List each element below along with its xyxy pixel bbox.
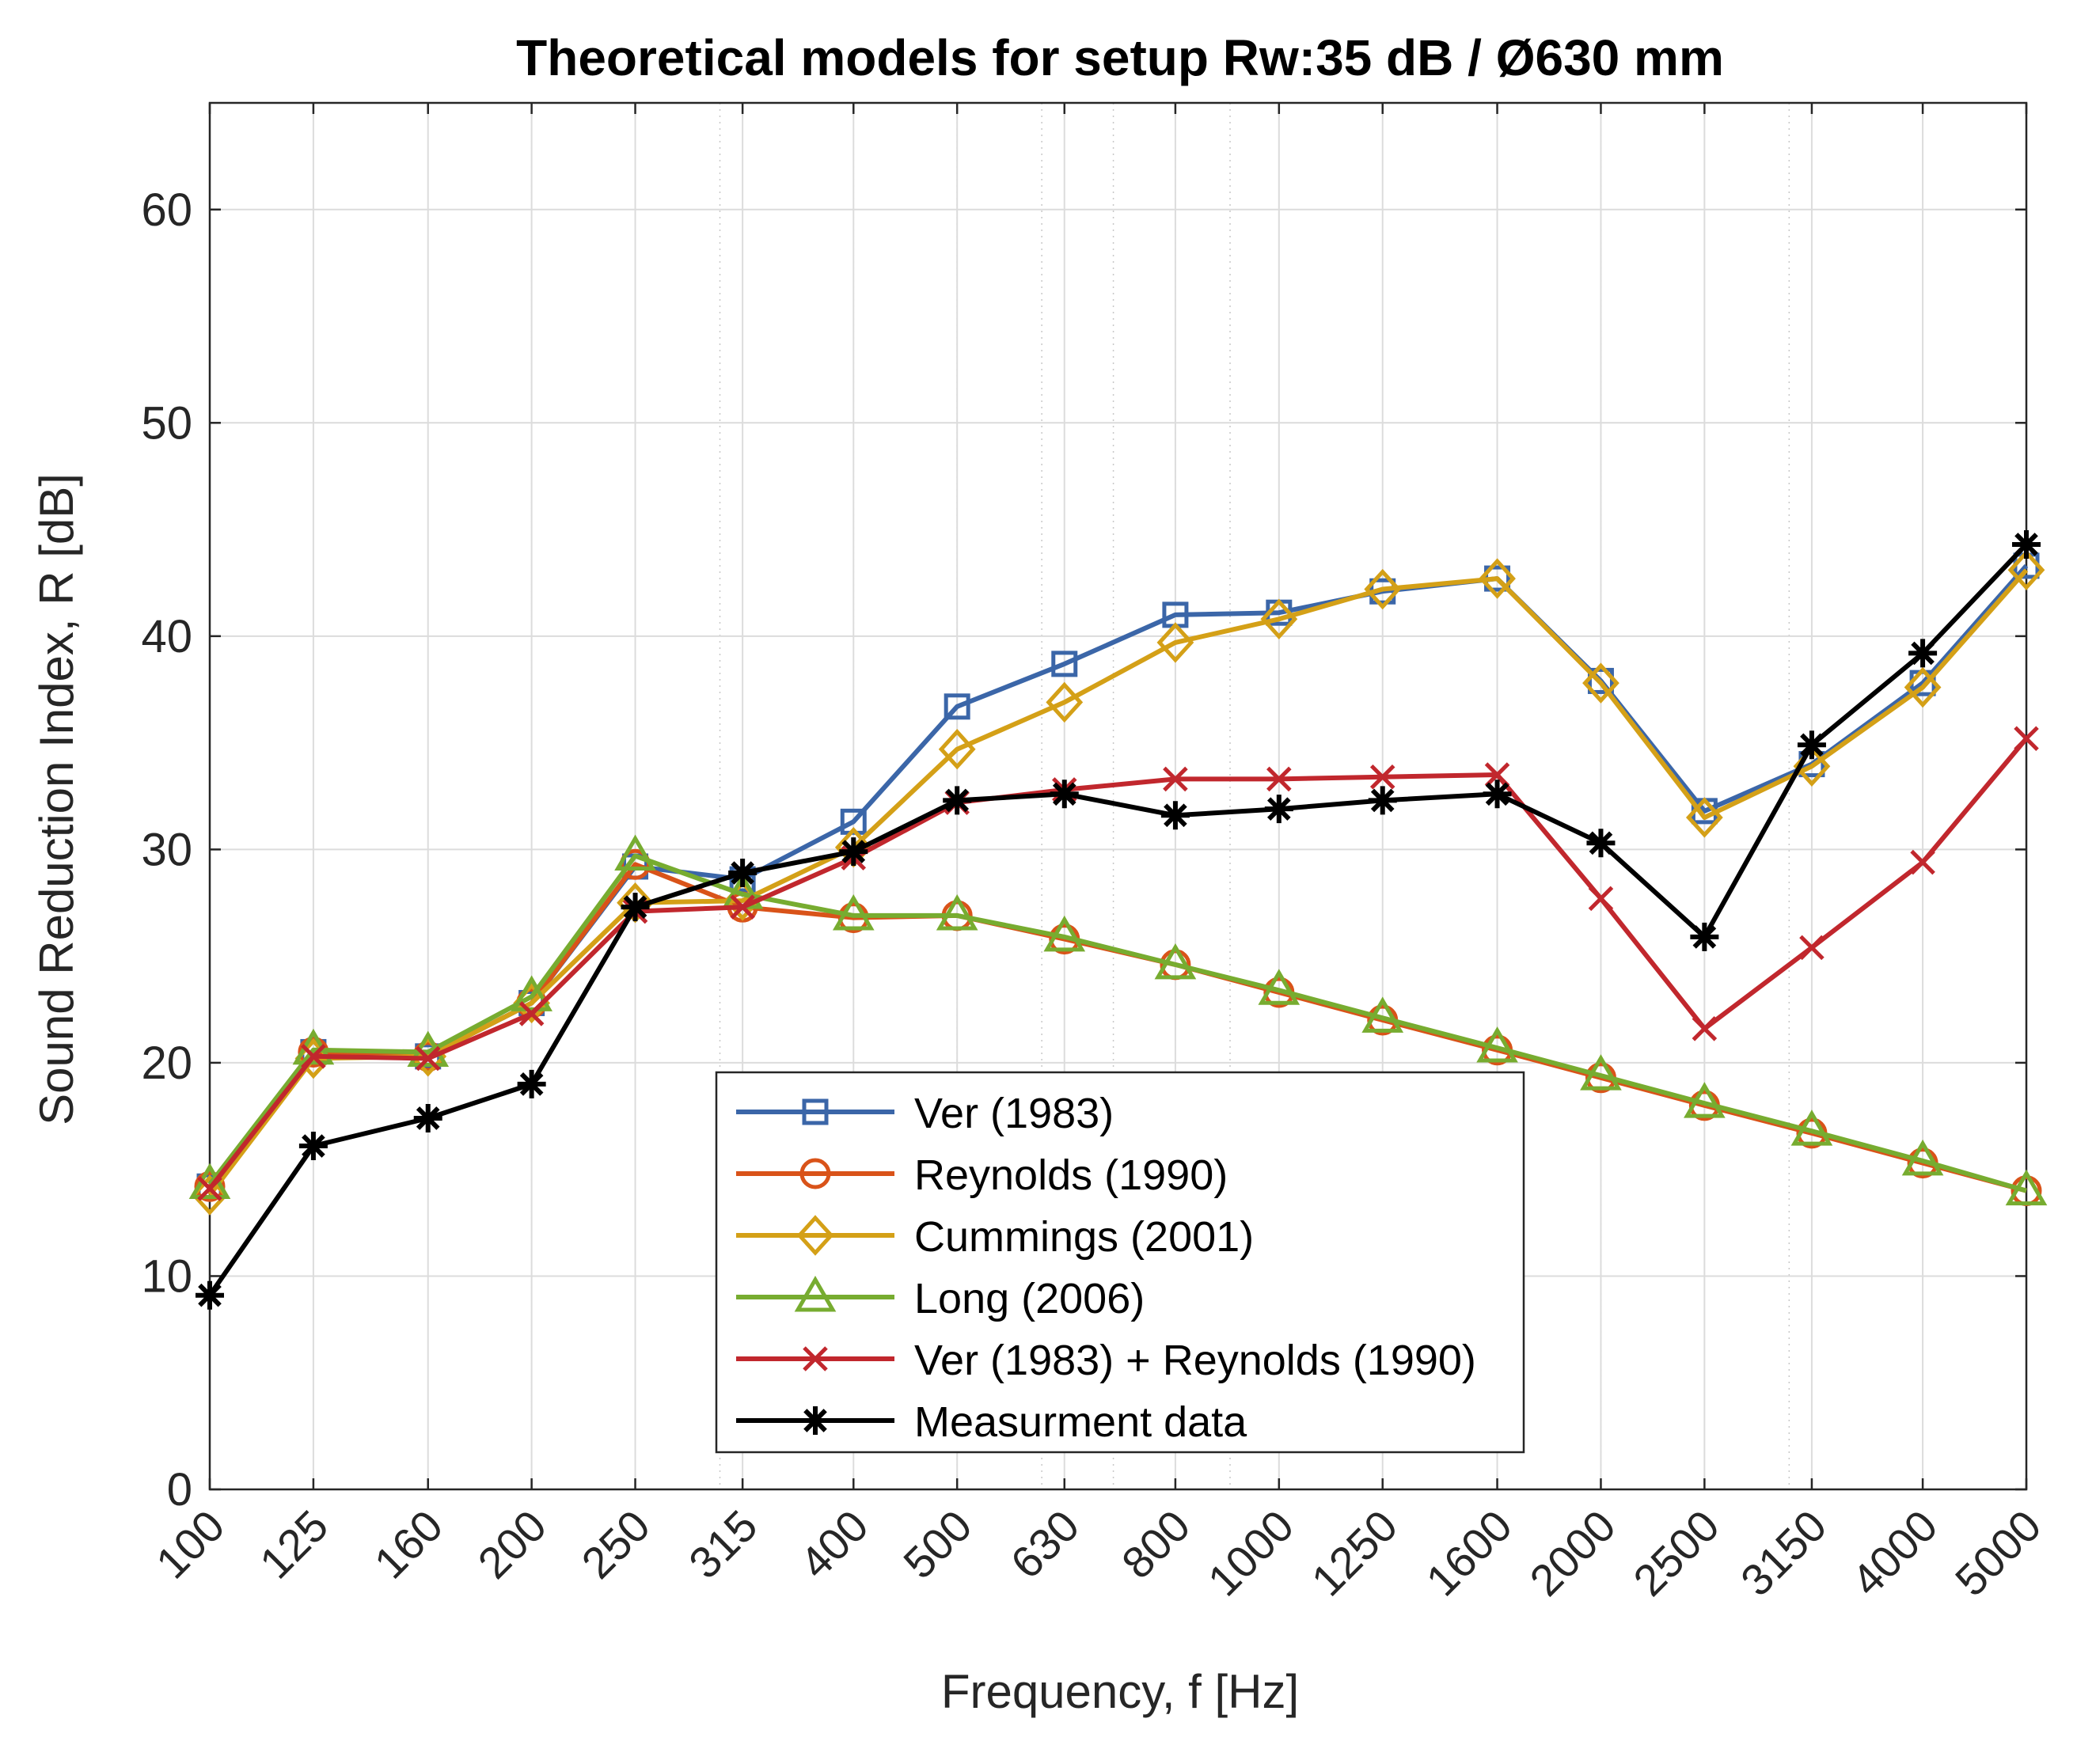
data-point-cummings-2001 xyxy=(1156,622,1194,663)
data-point-measurment-data xyxy=(413,1104,442,1132)
data-point-ver-1983 xyxy=(1051,651,1078,677)
series-measurment-data xyxy=(196,529,2041,1310)
data-point-ver-1983-reynolds-1990 xyxy=(1910,849,1935,875)
data-point-measurment-data xyxy=(728,859,758,888)
series-line-measurment-data xyxy=(207,542,2029,1297)
data-point-long-2006 xyxy=(1901,1139,1944,1176)
data-point-cummings-2001 xyxy=(1685,797,1723,838)
data-point-measurment-data xyxy=(1483,780,1512,809)
data-point-cummings-2001 xyxy=(938,728,976,770)
data-point-cummings-2001 xyxy=(191,1174,229,1216)
legend-marker xyxy=(796,1215,834,1256)
data-point-long-2006 xyxy=(1154,943,1197,980)
legend-entry-measurment-data: Measurment data xyxy=(736,1398,1247,1446)
y-tick-label: 40 xyxy=(141,611,192,662)
data-point-cummings-2001 xyxy=(1260,598,1298,639)
data-point-measurment-data xyxy=(2012,529,2041,559)
data-point-ver-1983-reynolds-1990 xyxy=(1369,764,1395,790)
data-point-long-2006 xyxy=(1790,1110,1833,1146)
y-tick-label: 20 xyxy=(141,1038,192,1089)
data-point-measurment-data xyxy=(621,893,650,922)
y-tick-label: 50 xyxy=(141,397,192,449)
legend-label: Reynolds (1990) xyxy=(914,1151,1228,1199)
data-point-measurment-data xyxy=(517,1069,546,1098)
data-point-long-2006 xyxy=(511,975,552,1011)
data-point-ver-1983-reynolds-1990 xyxy=(2014,726,2039,751)
data-point-long-2006 xyxy=(832,893,875,931)
x-axis-label: Frequency, f [Hz] xyxy=(941,1665,1299,1718)
data-point-measurment-data xyxy=(1368,786,1397,815)
data-point-measurment-data xyxy=(1050,780,1079,809)
data-point-measurment-data xyxy=(196,1280,224,1310)
data-point-measurment-data xyxy=(298,1132,328,1161)
data-point-measurment-data xyxy=(839,837,868,867)
legend-marker xyxy=(794,1276,837,1312)
data-point-measurment-data xyxy=(1264,795,1293,824)
data-point-cummings-2001 xyxy=(1046,681,1084,723)
data-point-long-2006 xyxy=(1580,1054,1622,1091)
data-point-ver-1983-reynolds-1990 xyxy=(1163,766,1188,792)
chart-title: Theoretical models for setup Rw:35 dB / … xyxy=(516,29,1724,86)
data-point-cummings-2001 xyxy=(1582,662,1619,704)
data-point-long-2006 xyxy=(1043,915,1086,952)
data-point-long-2006 xyxy=(1258,969,1301,1005)
data-point-ver-1983-reynolds-1990 xyxy=(730,894,755,920)
data-point-long-2006 xyxy=(1476,1026,1518,1063)
legend-box xyxy=(715,1071,1525,1454)
data-point-long-2006 xyxy=(2005,1169,2048,1206)
data-point-ver-1983-reynolds-1990 xyxy=(1588,886,1614,912)
data-point-ver-1983 xyxy=(1587,667,1614,694)
data-point-cummings-2001 xyxy=(1364,568,1402,610)
legend-label: Measurment data xyxy=(914,1398,1247,1446)
data-point-measurment-data xyxy=(1797,730,1826,760)
legend-marker xyxy=(803,1346,828,1371)
legend-entry-reynolds-1990: Reynolds (1990) xyxy=(736,1151,1228,1199)
data-point-ver-1983-reynolds-1990 xyxy=(1484,762,1510,787)
data-point-cummings-2001 xyxy=(2007,549,2045,591)
data-point-ver-1983-reynolds-1990 xyxy=(1799,935,1825,961)
legend-label: Cummings (2001) xyxy=(914,1213,1254,1261)
data-point-ver-1983-reynolds-1990 xyxy=(415,1045,441,1072)
data-point-ver-1983-reynolds-1990 xyxy=(197,1176,222,1201)
y-tick-label: 10 xyxy=(141,1250,192,1302)
data-point-long-2006 xyxy=(614,834,656,871)
legend-entry-ver-1983-reynolds-1990: Ver (1983) + Reynolds (1990) xyxy=(736,1337,1476,1384)
series-line-cummings-2001 xyxy=(207,568,2029,1197)
data-point-measurment-data xyxy=(943,786,972,815)
series-line-ver-1983-reynolds-1990 xyxy=(207,737,2029,1190)
data-point-ver-1983-reynolds-1990 xyxy=(518,1001,545,1026)
legend-label: Long (2006) xyxy=(914,1275,1145,1322)
y-tick-label: 60 xyxy=(141,184,192,236)
legend-label: Ver (1983) xyxy=(914,1090,1114,1137)
data-point-ver-1983-reynolds-1990 xyxy=(1266,766,1292,792)
legend: Ver (1983) Reynolds (1990) Cummings (2001)… xyxy=(715,1071,1525,1454)
y-tick-label: 0 xyxy=(167,1464,192,1516)
y-tick-label: 30 xyxy=(141,824,192,875)
data-point-measurment-data xyxy=(1160,801,1190,830)
legend-entry-cummings-2001: Cummings (2001) xyxy=(736,1213,1254,1261)
legend-entry-ver-1983: Ver (1983) xyxy=(736,1090,1114,1137)
data-point-long-2006 xyxy=(1361,996,1404,1033)
series-group xyxy=(188,529,2048,1310)
legend-marker xyxy=(802,1098,829,1125)
data-point-cummings-2001 xyxy=(1904,666,1942,708)
data-point-measurment-data xyxy=(1586,829,1616,858)
data-point-measurment-data xyxy=(1908,639,1938,668)
data-point-measurment-data xyxy=(1690,922,1719,951)
data-point-long-2006 xyxy=(1684,1082,1726,1118)
data-point-ver-1983-reynolds-1990 xyxy=(301,1044,326,1069)
legend-entry-long-2006: Long (2006) xyxy=(736,1275,1145,1322)
data-point-ver-1983 xyxy=(944,693,970,720)
data-point-long-2006 xyxy=(936,893,978,931)
legend-marker xyxy=(801,1406,830,1435)
plot-area-border xyxy=(208,101,2028,1491)
y-axis-label: Sound Reduction Index, R [dB] xyxy=(30,473,83,1125)
legend-marker xyxy=(799,1158,831,1189)
legend-label: Ver (1983) + Reynolds (1990) xyxy=(914,1337,1476,1384)
data-point-cummings-2001 xyxy=(1479,558,1516,599)
data-point-ver-1983-reynolds-1990 xyxy=(1692,1016,1718,1041)
